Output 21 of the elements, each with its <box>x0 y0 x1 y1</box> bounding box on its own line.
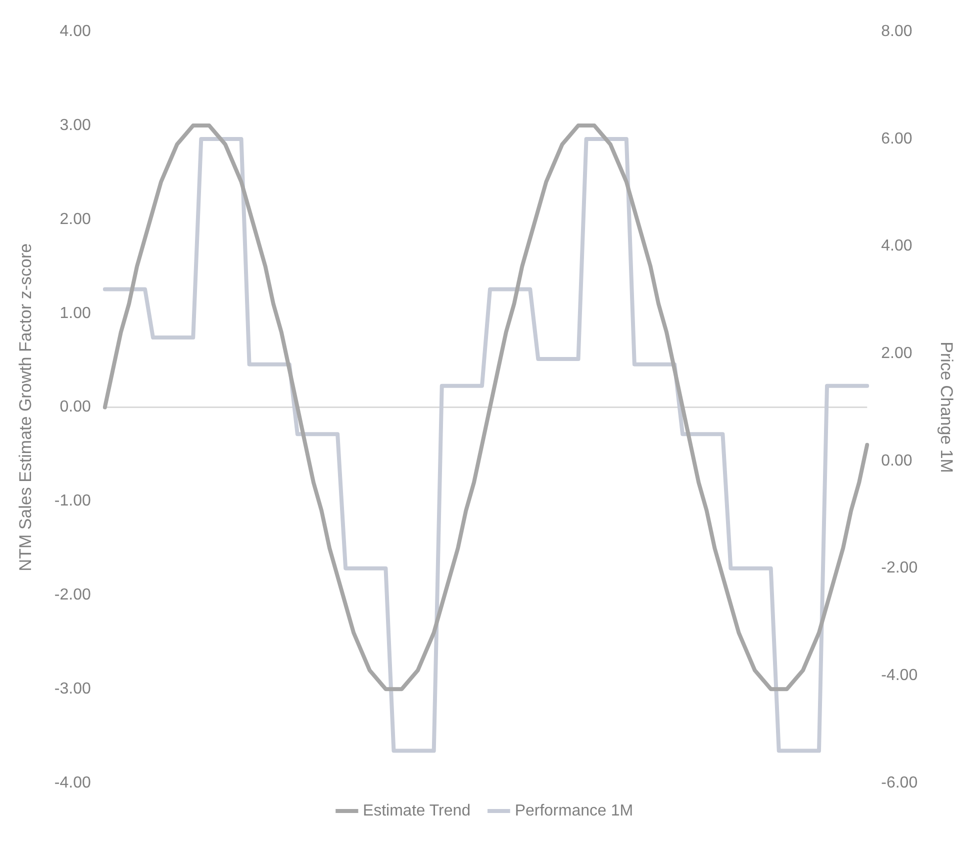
legend-label: Estimate Trend <box>362 802 471 820</box>
y-tick-label: 2.00 <box>60 210 91 228</box>
legend-label: Performance 1M <box>514 802 634 820</box>
y-tick-label: 0.00 <box>60 398 91 416</box>
y2-tick-label: 8.00 <box>881 23 912 40</box>
y2-tick-label: -4.00 <box>881 667 918 684</box>
y-axis-title: NTM Sales Estimate Growth Factor z-score <box>16 243 35 572</box>
y-tick-label: -3.00 <box>54 680 91 698</box>
y-tick-label: -2.00 <box>54 586 91 604</box>
y2-axis-title: Price Change 1M <box>937 342 956 473</box>
y2-tick-label: 2.00 <box>881 345 912 362</box>
y2-tick-label: -2.00 <box>881 560 918 577</box>
y2-tick-label: 0.00 <box>881 452 912 470</box>
y2-tick-label: 4.00 <box>881 238 912 255</box>
y-tick-label: -4.00 <box>54 774 91 792</box>
y2-tick-label: 6.00 <box>881 130 912 148</box>
y-tick-label: -1.00 <box>54 492 91 510</box>
y2-tick-label: -6.00 <box>881 774 918 792</box>
y-tick-label: 4.00 <box>60 23 91 40</box>
y-tick-label: 1.00 <box>60 304 91 322</box>
y-tick-label: 3.00 <box>60 116 91 134</box>
